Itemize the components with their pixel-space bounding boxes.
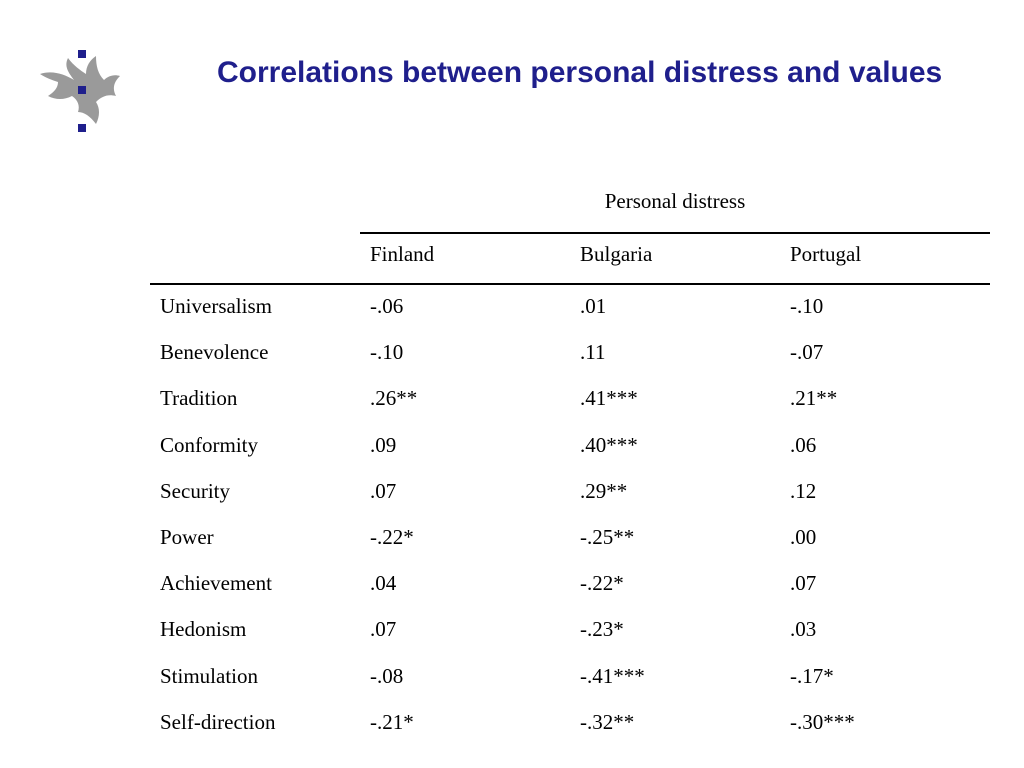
cell-portugal: .00 xyxy=(790,524,817,549)
cell-bulgaria: .41*** xyxy=(580,386,638,411)
table-body: Universalism -.06 .01 -.10 Benevolence -… xyxy=(150,285,990,747)
cell-finland: .09 xyxy=(370,432,397,457)
column-header-bulgaria: Bulgaria xyxy=(580,242,653,266)
row-label: Conformity xyxy=(160,432,258,457)
cell-bulgaria: -.41*** xyxy=(580,663,645,688)
cell-finland: .04 xyxy=(370,571,397,596)
page-title: Correlations between personal distress a… xyxy=(217,56,943,89)
cell-bulgaria: -.23* xyxy=(580,617,624,642)
table-row: Universalism -.06 .01 -.10 xyxy=(150,285,990,331)
cell-portugal: -.17* xyxy=(790,663,834,688)
cell-finland: .07 xyxy=(370,478,397,503)
cell-portugal: -.30*** xyxy=(790,709,855,734)
cell-bulgaria: .40*** xyxy=(580,432,638,457)
row-label: Tradition xyxy=(160,386,238,411)
cell-finland: -.10 xyxy=(370,340,404,365)
cell-finland: -.06 xyxy=(370,294,404,318)
row-label: Benevolence xyxy=(160,340,269,365)
university-flame-logo-icon xyxy=(40,50,120,132)
cell-bulgaria: -.25** xyxy=(580,524,635,549)
cell-finland: -.22* xyxy=(370,524,414,549)
table-row: Benevolence -.10 .11 -.07 xyxy=(150,331,990,377)
column-header-portugal: Portugal xyxy=(790,242,862,266)
cell-finland: .26** xyxy=(370,386,418,411)
column-header-row: Finland Bulgaria Portugal xyxy=(150,232,990,285)
cell-portugal: .06 xyxy=(790,432,817,457)
cell-bulgaria: .11 xyxy=(580,340,606,365)
row-label: Stimulation xyxy=(160,663,259,688)
cell-bulgaria: -.32** xyxy=(580,709,635,734)
row-label: Hedonism xyxy=(160,617,247,642)
column-header-finland: Finland xyxy=(370,242,435,266)
cell-portugal: .21** xyxy=(790,386,838,411)
table-row: Security .07 .29** .12 xyxy=(150,470,990,516)
table-row: Self-direction -.21* -.32** -.30*** xyxy=(150,701,990,747)
table-row: Tradition .26** .41*** .21** xyxy=(150,377,990,423)
cell-portugal: .07 xyxy=(790,571,817,596)
row-label: Security xyxy=(160,478,230,503)
cell-portugal: -.07 xyxy=(790,340,824,365)
super-header: Personal distress xyxy=(360,180,990,234)
cell-portugal: -.10 xyxy=(790,294,824,318)
cell-portugal: .03 xyxy=(790,617,817,642)
table-row: Stimulation -.08 -.41*** -.17* xyxy=(150,655,990,701)
super-header-label: Personal distress xyxy=(604,189,746,213)
cell-finland: .07 xyxy=(370,617,397,642)
row-label: Power xyxy=(160,524,214,549)
row-label: Self-direction xyxy=(160,709,276,734)
cell-portugal: .12 xyxy=(790,478,817,503)
cell-bulgaria: .01 xyxy=(580,294,607,318)
row-label: Universalism xyxy=(160,294,272,318)
cell-finland: -.21* xyxy=(370,709,414,734)
table-row: Achievement .04 -.22* .07 xyxy=(150,562,990,608)
cell-finland: -.08 xyxy=(370,663,404,688)
cell-bulgaria: -.22* xyxy=(580,571,624,596)
table-row: Power -.22* -.25** .00 xyxy=(150,516,990,562)
table-row: Hedonism .07 -.23* .03 xyxy=(150,608,990,654)
cell-bulgaria: .29** xyxy=(580,478,628,503)
table-row: Conformity .09 .40*** .06 xyxy=(150,424,990,470)
row-label: Achievement xyxy=(160,571,272,596)
